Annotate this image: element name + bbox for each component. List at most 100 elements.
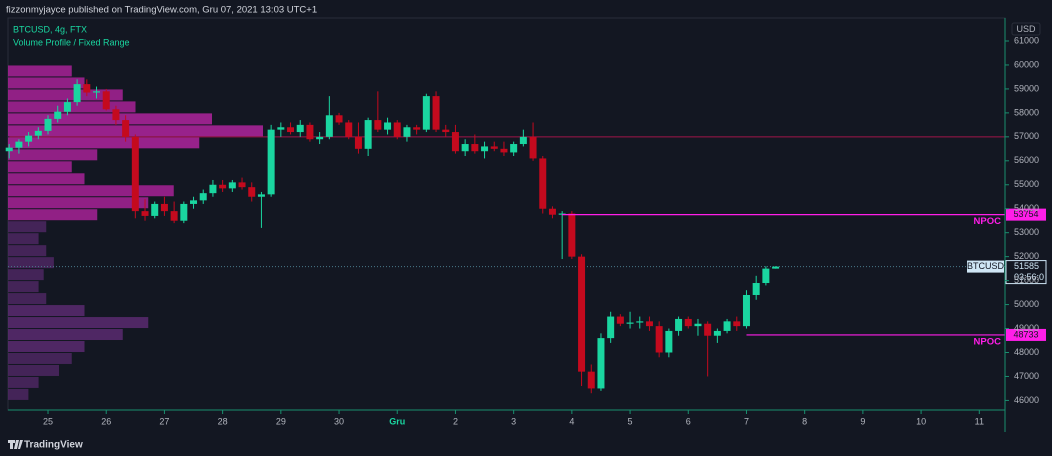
candle-body <box>228 182 236 189</box>
last-price-box <box>1005 260 1047 285</box>
y-tick-label: 51000 <box>1014 275 1039 285</box>
npoc-price: 53754 <box>1013 209 1038 219</box>
candle-body <box>238 182 246 188</box>
volume-profile-bar <box>8 149 98 161</box>
x-tick-label: 25 <box>43 416 53 426</box>
candle-body <box>160 203 168 212</box>
volume-profile-bar <box>8 364 59 376</box>
candle-body <box>277 127 285 130</box>
candle-body <box>694 323 702 327</box>
volume-profile-bar <box>8 137 200 149</box>
volume-profile-bar <box>8 65 72 77</box>
volume-profile-bar <box>8 341 85 352</box>
candle-body <box>122 120 130 137</box>
npoc-price-box <box>1006 328 1046 341</box>
logo <box>8 440 23 449</box>
candle-body <box>151 203 159 216</box>
x-tick-label: 10 <box>916 416 926 426</box>
candle-body <box>384 122 392 130</box>
x-tick-label: 29 <box>276 416 286 426</box>
y-tick-label: 48000 <box>1014 347 1039 357</box>
publisher: fizzonmyjayce published on TradingView.c… <box>6 5 317 16</box>
y-tick-label: 61000 <box>1014 35 1039 45</box>
candle-body <box>616 316 624 324</box>
volume-profile-bar <box>8 209 98 221</box>
candle-body <box>112 109 120 121</box>
x-tick-label: 11 <box>975 416 984 426</box>
countdown: 03:56:0 <box>1014 272 1044 282</box>
volume-profile-bar <box>8 269 44 281</box>
chart-layer <box>5 65 1005 400</box>
candle-body <box>461 144 469 152</box>
volume-profile-bar <box>8 281 39 293</box>
candle-body <box>529 136 537 159</box>
indicator-name: Volume Profile / Fixed Range <box>13 37 130 47</box>
volume-profile-bar <box>8 388 29 400</box>
candle-body <box>190 200 198 204</box>
volume-profile-bar <box>8 101 136 113</box>
npoc-label: NPOC <box>974 336 1002 347</box>
candle-body <box>287 127 295 133</box>
x-tick-label: 3 <box>511 416 516 426</box>
volume-profile-bar <box>8 376 39 388</box>
candle-body <box>597 338 605 389</box>
x-tick-label: 26 <box>101 416 111 426</box>
npoc-price-box <box>1006 208 1046 221</box>
candle-body <box>481 146 489 152</box>
candle-body <box>578 256 586 372</box>
candle-body <box>655 326 663 353</box>
x-tick-label: 9 <box>860 416 865 426</box>
candle-body <box>199 193 207 201</box>
candle-body <box>93 91 101 93</box>
candle-body <box>403 127 411 137</box>
candle-body <box>471 144 479 152</box>
y-tick-label: 47000 <box>1014 371 1039 381</box>
candle-body <box>34 130 42 136</box>
volume-profile-bar <box>8 257 54 269</box>
x-tick-label: 7 <box>744 416 749 426</box>
candle-body <box>374 120 382 130</box>
y-tick-label: 54000 <box>1014 203 1039 213</box>
candle-body <box>393 122 401 137</box>
candle-body <box>306 124 314 140</box>
candle-body <box>432 96 440 130</box>
y-tick-label: 59000 <box>1014 83 1039 93</box>
candle-body <box>335 115 343 123</box>
x-tick-label: 27 <box>159 416 169 426</box>
candle-body <box>510 144 518 153</box>
volume-profile-bar <box>8 161 72 173</box>
y-tick-label: 49000 <box>1014 323 1039 333</box>
candle-body <box>490 146 498 149</box>
candle-body <box>607 316 615 339</box>
y-tick-label: 52000 <box>1014 251 1039 261</box>
candle-body <box>257 194 265 197</box>
volume-profile-bar <box>8 125 263 137</box>
x-tick-label: 5 <box>628 416 633 426</box>
candle-body <box>413 127 421 130</box>
y-tick-label: 50000 <box>1014 299 1039 309</box>
candle-body <box>684 318 692 327</box>
candle-body <box>180 203 188 221</box>
volume-profile-bar <box>8 185 174 197</box>
volume-profile-bar <box>8 245 47 257</box>
candle-body <box>626 322 634 324</box>
candle-body <box>209 184 217 194</box>
volume-profile-bar <box>8 233 39 245</box>
candle-body <box>63 102 71 112</box>
candle-body <box>102 91 110 110</box>
candle-body <box>704 323 712 336</box>
candle-body <box>354 136 362 149</box>
candle-body <box>325 115 333 137</box>
volume-profile-bar <box>8 77 85 89</box>
candle-body <box>25 135 33 142</box>
volume-profile-bar <box>8 317 149 329</box>
candle-body <box>587 371 595 389</box>
chart-title: BTCUSD, 4g, FTX <box>13 24 87 34</box>
candle-body <box>364 120 372 149</box>
y-axis-label: USD <box>1016 24 1036 34</box>
candle-body <box>645 321 653 327</box>
npoc-price: 48733 <box>1013 329 1038 339</box>
candle-body <box>73 84 81 103</box>
candle-body <box>723 321 731 331</box>
